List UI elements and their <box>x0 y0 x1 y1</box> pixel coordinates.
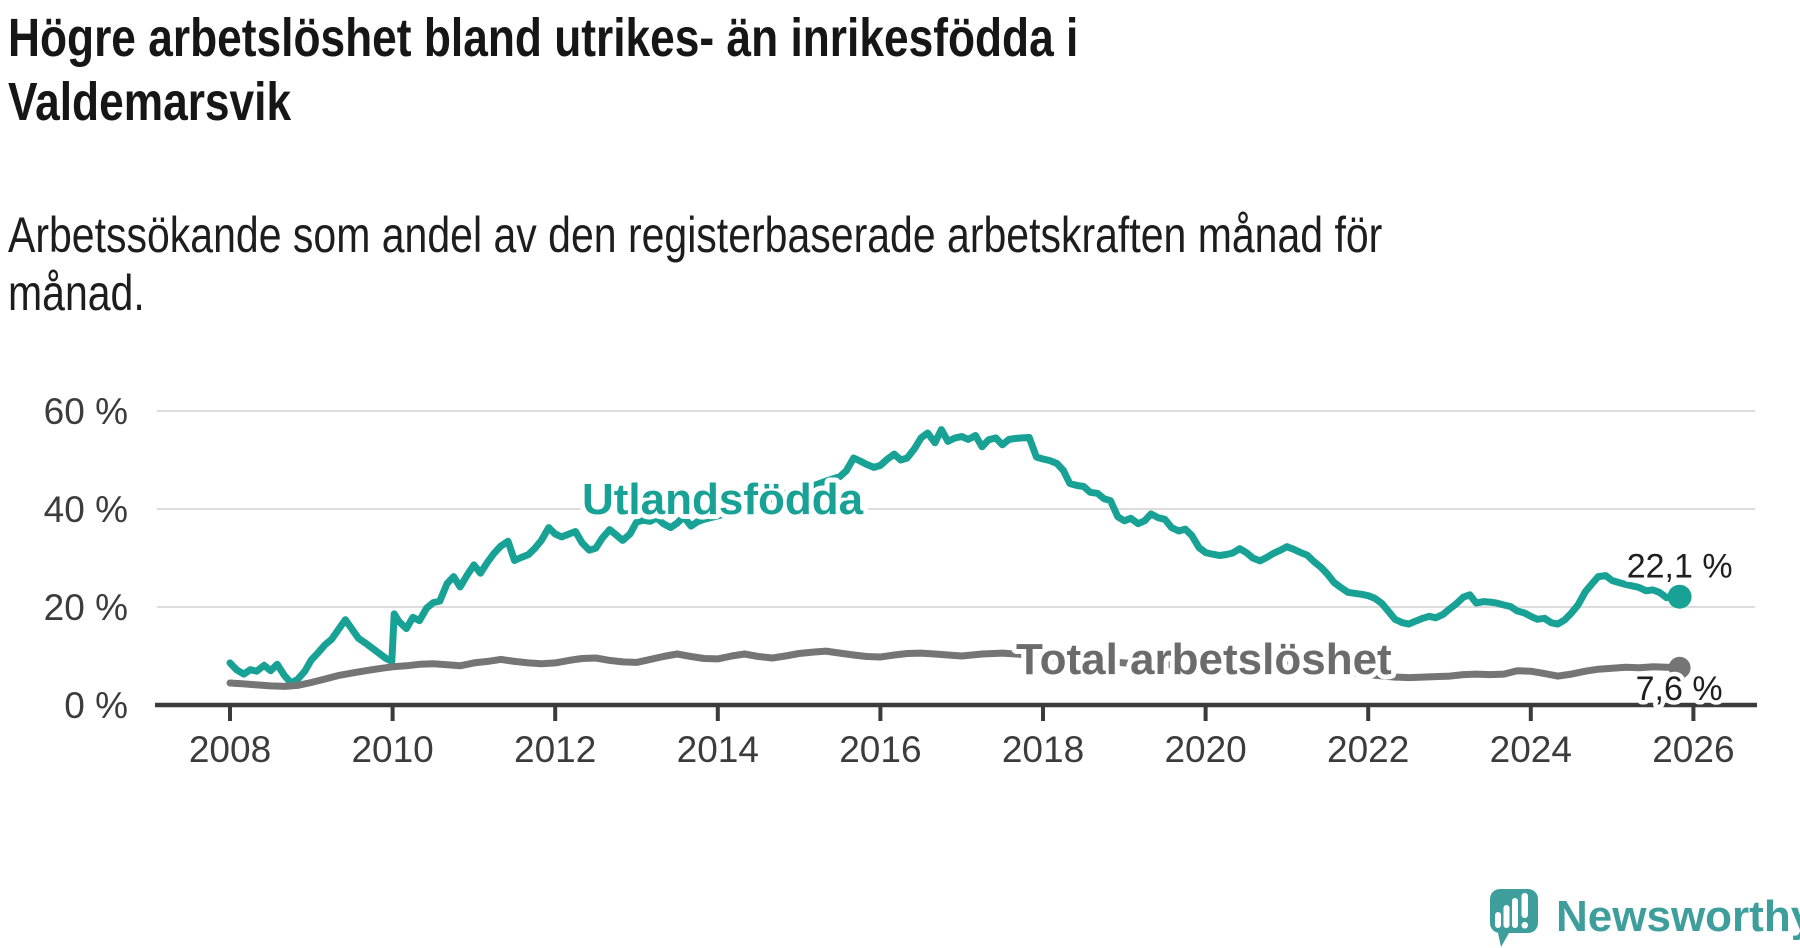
x-axis-label-2016: 2016 <box>839 729 921 770</box>
x-axis-label-2010: 2010 <box>351 729 433 770</box>
x-axis-label-2020: 2020 <box>1164 729 1246 770</box>
x-axis-label-2014: 2014 <box>677 729 759 770</box>
y-axis-label-60: 60 % <box>44 391 128 432</box>
y-axis-label-40: 40 % <box>44 489 128 530</box>
y-axis-label-0: 0 % <box>64 685 128 726</box>
x-axis-label-2012: 2012 <box>514 729 596 770</box>
bar-chart-bar2-icon <box>1503 905 1510 928</box>
chart-subtitle: Arbetssökande som andel av den registerb… <box>8 206 1484 322</box>
x-axis-label-2018: 2018 <box>1002 729 1084 770</box>
bar-chart-bar1-icon <box>1495 912 1501 928</box>
exclamation-bar-icon <box>1521 893 1528 918</box>
x-axis-label-2022: 2022 <box>1327 729 1409 770</box>
newsworthy-logo: Newsworthy <box>1490 889 1800 947</box>
x-axis-label-2026: 2026 <box>1652 729 1734 770</box>
series-end-dot-utlandsf-dda <box>1667 584 1692 609</box>
y-axis-label-20: 20 % <box>44 587 128 628</box>
end-value-label-total-arbetsl-shet: 7,6 % <box>1636 670 1723 708</box>
bar-chart-bar3-icon <box>1512 898 1518 928</box>
end-value-label-utlandsf-dda: 22,1 % <box>1627 548 1733 586</box>
x-axis-label-2008: 2008 <box>189 729 271 770</box>
chart-labels: 0 % 20 % 40 % 60 % 22,1 % 7,6 % Utlandsfödda To… <box>44 391 1737 726</box>
exclamation-dot-icon <box>1521 922 1528 929</box>
chart-subtitle-line2: månad. <box>8 265 145 321</box>
chart-subtitle-line1: Arbetssökande som andel av den registerb… <box>8 207 1383 263</box>
series-line-utlandsf-dda <box>226 426 1684 687</box>
chart-title-line2: Valdemarsvik <box>8 72 292 132</box>
series-line-total-arbetsl-shet <box>226 647 1684 690</box>
chart-title-line1: Högre arbetslöshet bland utrikes- än inr… <box>8 8 1079 68</box>
x-axis: 2008 2010 2012 2014 2016 2018 2020 2022 2024 2026 <box>155 702 1757 770</box>
newsworthy-logo-icon <box>1490 889 1538 947</box>
x-axis-label-2024: 2024 <box>1490 729 1572 770</box>
series-name-label-utlandsf-dda: Utlandsfödda <box>582 475 864 524</box>
series-name-label-total-arbetsl-shet: Total arbetslöshet <box>1016 635 1392 684</box>
series-lines <box>226 426 1692 690</box>
newsworthy-logo-text: Newsworthy <box>1556 892 1800 941</box>
chart-title: Högre arbetslöshet bland utrikes- än inr… <box>8 6 1336 134</box>
series-end-dot-total-arbetsl-shet <box>1668 656 1691 679</box>
